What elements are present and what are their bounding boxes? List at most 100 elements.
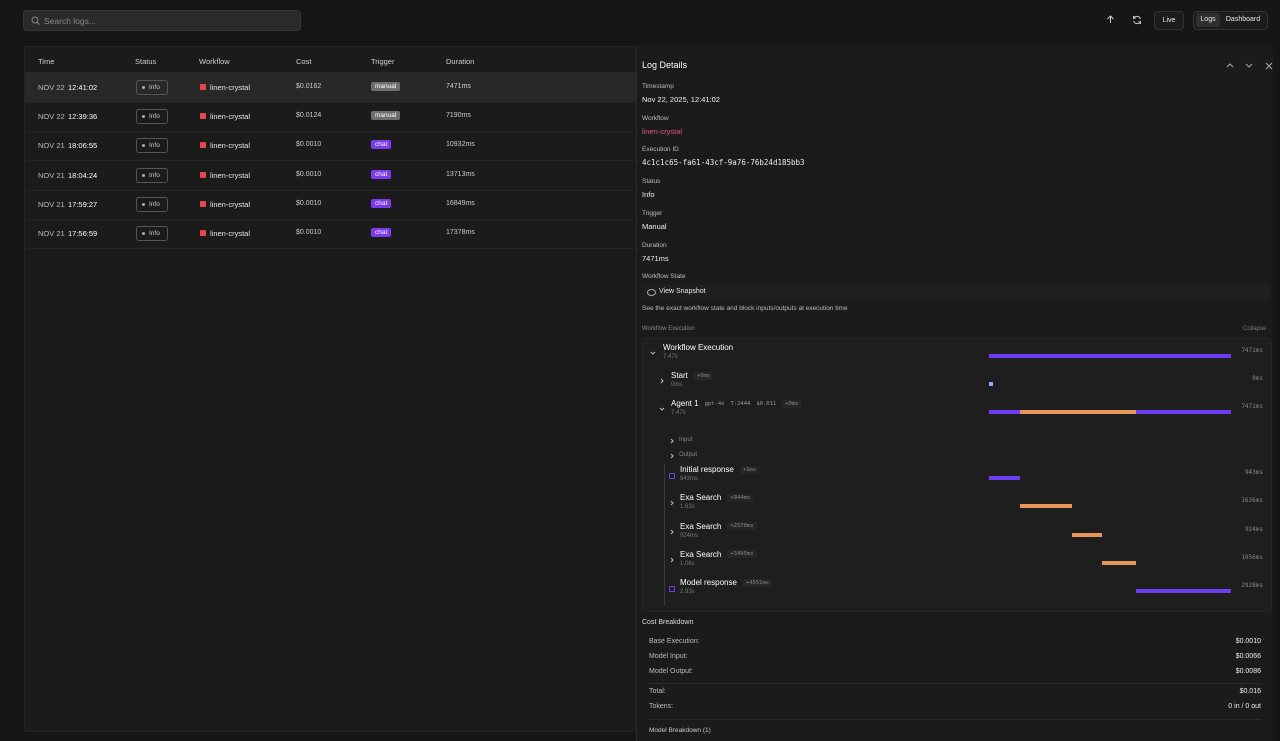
- span-head: Exa Search +2570ms: [680, 522, 757, 531]
- chevron[interactable]: [669, 453, 675, 459]
- row-cost: $0.0010: [296, 229, 322, 236]
- status-text: Info: [149, 142, 160, 150]
- chevron[interactable]: [669, 438, 675, 444]
- trigger-badge: manual: [371, 82, 401, 91]
- timeline-bar: [989, 354, 1231, 358]
- timeline-bar: [1102, 560, 1137, 565]
- chevron[interactable]: [659, 378, 665, 384]
- field-value: Info: [642, 190, 655, 200]
- panel-control[interactable]: [1244, 61, 1254, 71]
- span-head: Workflow Execution: [663, 343, 733, 352]
- chevron[interactable]: [669, 500, 675, 506]
- cost-value: $0.0066: [1235, 653, 1261, 660]
- log-row[interactable]: NOV 21 17:56:59 Info linen-crystal $0.0010 ch…: [25, 219, 637, 249]
- status-badge: Info: [136, 167, 168, 183]
- status-dot: [142, 115, 145, 119]
- span-icon: [669, 473, 675, 479]
- upload-icon[interactable]: [1106, 15, 1115, 24]
- log-row[interactable]: NOV 21 18:04:24 Info linen-crystal $0.0010 ch…: [25, 161, 637, 191]
- status-dot: [142, 86, 145, 89]
- refresh-icon[interactable]: [1132, 15, 1142, 25]
- panel-control[interactable]: [1264, 61, 1274, 71]
- status-text: Info: [149, 171, 160, 179]
- chevron[interactable]: [650, 350, 656, 356]
- row-date: NOV 21: [38, 229, 65, 238]
- row-date: NOV 22: [38, 83, 65, 92]
- workflow-name: linen-crystal: [210, 199, 251, 209]
- span-head: Agent 1 gpt-4o T:2444 $0.011 +0ms: [671, 399, 802, 408]
- row-cost: $0.0010: [296, 141, 322, 149]
- status-dot: [142, 144, 145, 148]
- io-toggle[interactable]: Input: [679, 437, 693, 443]
- span-duration: 7471ms: [1241, 347, 1263, 354]
- status-text: Info: [149, 84, 160, 91]
- span-head: Exa Search +944ms: [680, 493, 754, 503]
- span-offset: +3495ms: [727, 550, 757, 559]
- chevron[interactable]: [669, 529, 675, 535]
- panel-control[interactable]: [1225, 61, 1235, 71]
- span-sub: 2.93s: [680, 589, 695, 596]
- row-date: NOV 22: [38, 112, 65, 122]
- log-row[interactable]: NOV 21 18:06:55 Info linen-crystal $0.0010 ch…: [25, 131, 637, 162]
- span-duration: 943ms: [1244, 469, 1263, 476]
- model-breakdown-toggle[interactable]: Model Breakdown (1): [649, 727, 711, 734]
- span-name: Model response: [680, 578, 737, 588]
- column-header: Status: [135, 57, 157, 66]
- span-sub: 7.47s: [663, 354, 678, 360]
- field-label: Workflow: [642, 114, 669, 122]
- status-text: Info: [149, 230, 160, 237]
- timeline-bar: [989, 382, 993, 386]
- cost-divider: [649, 719, 1261, 720]
- span-offset: +4551ms: [742, 578, 773, 587]
- io-toggle[interactable]: Output: [679, 452, 698, 458]
- span-name: Agent 1: [671, 399, 699, 408]
- row-time: 12:39:36: [68, 112, 98, 122]
- timeline-bar: [1102, 410, 1137, 414]
- status-badge: Info: [136, 109, 168, 125]
- snapshot-button[interactable]: View Snapshot: [642, 284, 1270, 300]
- span-duration: 2928ms: [1241, 582, 1263, 590]
- row-date: NOV 21: [38, 170, 65, 180]
- row-time: 12:41:02: [68, 83, 98, 92]
- status-badge: Info: [136, 138, 168, 154]
- workflow-name: linen-crystal: [210, 141, 251, 151]
- log-row[interactable]: NOV 22 12:39:36 Info linen-crystal $0.0124 ma…: [25, 102, 637, 133]
- search-box[interactable]: Search logs...: [23, 10, 301, 31]
- field-value: 7471ms: [642, 253, 669, 263]
- status-text: Info: [149, 200, 160, 208]
- timeline-bar: [1019, 410, 1073, 414]
- snapshot-text: View Snapshot: [659, 288, 706, 295]
- status-badge: Info: [136, 80, 168, 95]
- live-button[interactable]: Live: [1154, 11, 1184, 30]
- log-row[interactable]: NOV 22 12:41:02 Info linen-crystal $0.0162 ma…: [25, 73, 637, 103]
- span-name: Exa Search: [680, 493, 722, 503]
- span-sub: 1.63s: [680, 504, 695, 511]
- status-badge: Info: [136, 196, 168, 212]
- panel-title: Log Details: [642, 60, 688, 70]
- logs-tab[interactable]: Logs: [1196, 13, 1220, 27]
- status-badge: Info: [136, 226, 168, 241]
- span-duration: 924ms: [1244, 525, 1263, 533]
- chevron[interactable]: [669, 557, 675, 563]
- span-icon: [669, 586, 675, 593]
- execution-label: Workflow Execution: [642, 326, 695, 332]
- workflow-color: [200, 84, 206, 90]
- chevron[interactable]: [659, 406, 665, 412]
- trigger-badge: manual: [371, 111, 401, 121]
- field-label: Status: [642, 178, 661, 186]
- workflow-name: linen-crystal: [210, 170, 251, 180]
- row-date: NOV 21: [38, 141, 65, 151]
- span-duration: 1056ms: [1241, 553, 1263, 561]
- cost-value: $0.0010: [1235, 638, 1261, 645]
- field-label: Duration: [642, 241, 667, 249]
- field-value: 4c1c1c65-fa61-43cf-9a76-76b24d185bb3: [642, 158, 805, 168]
- row-time: 17:56:59: [68, 229, 98, 238]
- tree-guide: [664, 464, 665, 606]
- logs-table: Time Status Workflow Cost Trigger Duration NOV…: [24, 46, 638, 732]
- workflow-color: [200, 113, 206, 120]
- log-row[interactable]: NOV 21 17:59:27 Info linen-crystal $0.0010 ch…: [25, 190, 637, 220]
- collapse-button[interactable]: Collapse: [1243, 326, 1267, 332]
- dashboard-tab[interactable]: Dashboard: [1225, 16, 1261, 23]
- timeline-bar: [1072, 410, 1103, 414]
